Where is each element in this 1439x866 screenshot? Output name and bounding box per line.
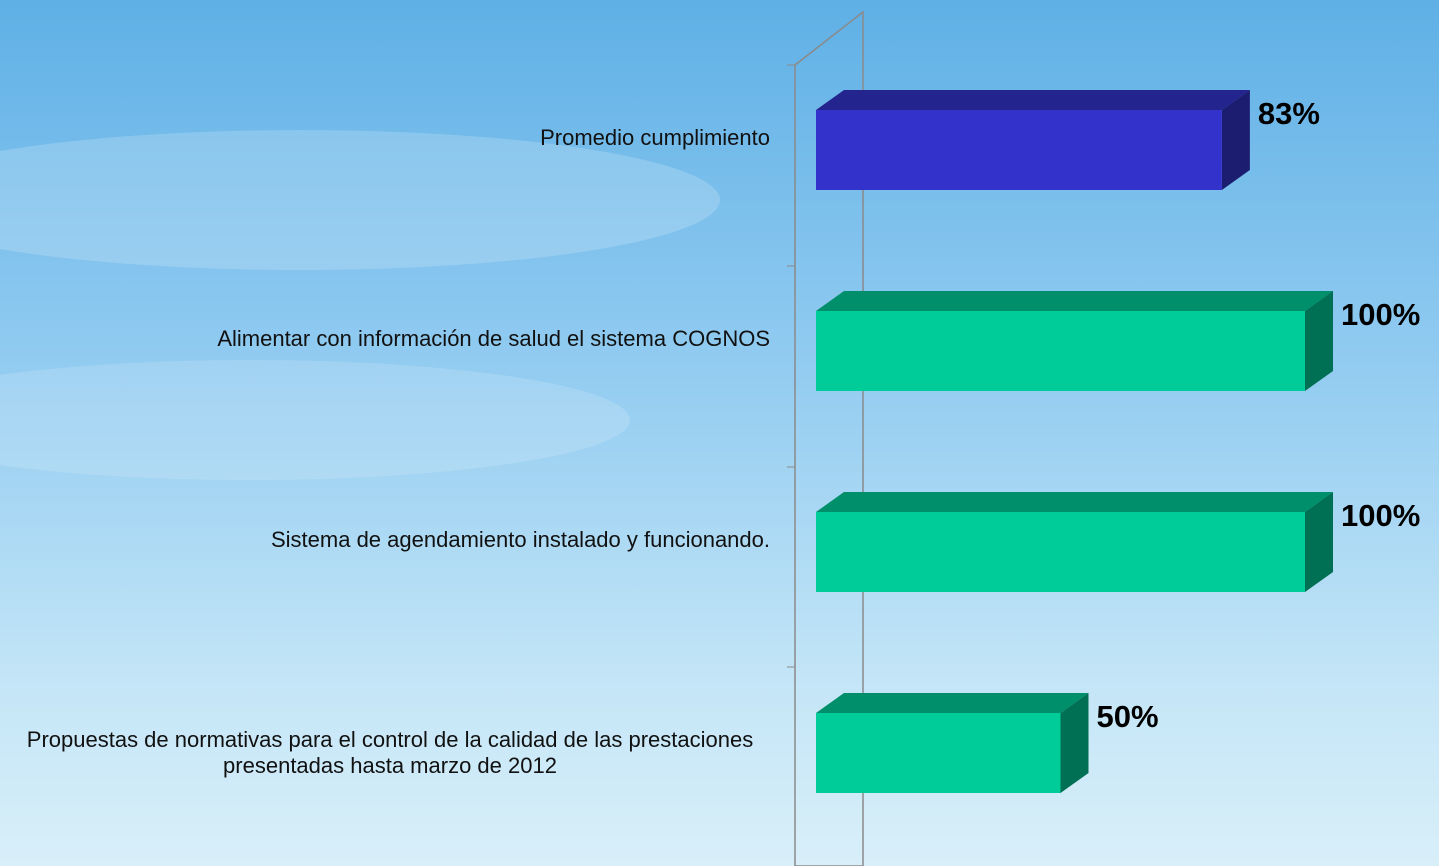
bar [816, 291, 1333, 391]
bar-side [1305, 291, 1333, 391]
value-label: 83% [1258, 96, 1320, 131]
cloud [0, 360, 630, 480]
bar-top [816, 90, 1250, 110]
bar [816, 693, 1089, 793]
cloud [0, 130, 720, 270]
bar-top [816, 693, 1089, 713]
bar-top [816, 492, 1333, 512]
category-label: Propuestas de normativas para el control… [26, 727, 754, 778]
bar-front [816, 311, 1305, 391]
bar-top [816, 291, 1333, 311]
value-label: 100% [1341, 498, 1420, 533]
value-label: 100% [1341, 297, 1420, 332]
bar-front [816, 110, 1222, 190]
bar [816, 90, 1250, 190]
category-label: Promedio cumplimiento [540, 125, 770, 150]
axis-wall [794, 10, 864, 866]
bar-front [816, 713, 1061, 793]
bar-side [1305, 492, 1333, 592]
bar-side [1060, 693, 1089, 793]
value-label: 50% [1097, 699, 1159, 734]
bar [816, 492, 1333, 592]
bar-side [1221, 90, 1250, 190]
bar-front [816, 512, 1305, 592]
category-label: Alimentar con información de salud el si… [217, 326, 770, 351]
category-label: Sistema de agendamiento instalado y func… [270, 527, 770, 552]
